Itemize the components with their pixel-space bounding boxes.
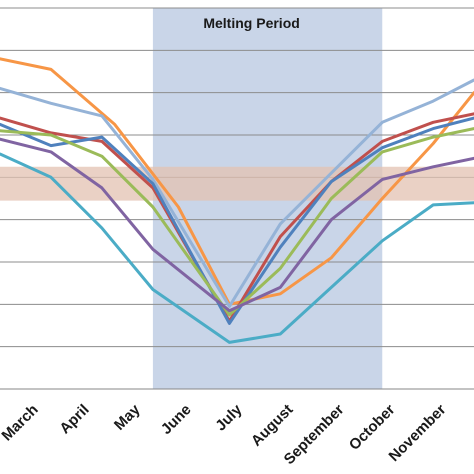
x-tick-label-july: July — [212, 401, 246, 435]
x-tick-label-june: June — [158, 401, 195, 438]
x-tick-label-august: August — [248, 401, 297, 450]
melting-period-label: Melting Period — [203, 15, 299, 31]
series-line-3 — [0, 112, 474, 323]
x-tick-label-april: April — [56, 401, 92, 437]
x-tick-label-march: March — [0, 401, 42, 444]
gridlines — [0, 7, 474, 348]
x-tick-label-may: May — [111, 401, 144, 434]
x-tick-label-october: October — [346, 401, 399, 454]
series-line-2 — [0, 78, 474, 308]
series-line-5 — [0, 127, 474, 317]
series-line-7 — [0, 152, 474, 344]
series-line-6 — [0, 137, 474, 313]
series-lines — [0, 57, 474, 344]
x-tick-labels: March April May June July AugustSeptemberOcto… — [0, 401, 450, 468]
series-line-4 — [0, 116, 474, 325]
